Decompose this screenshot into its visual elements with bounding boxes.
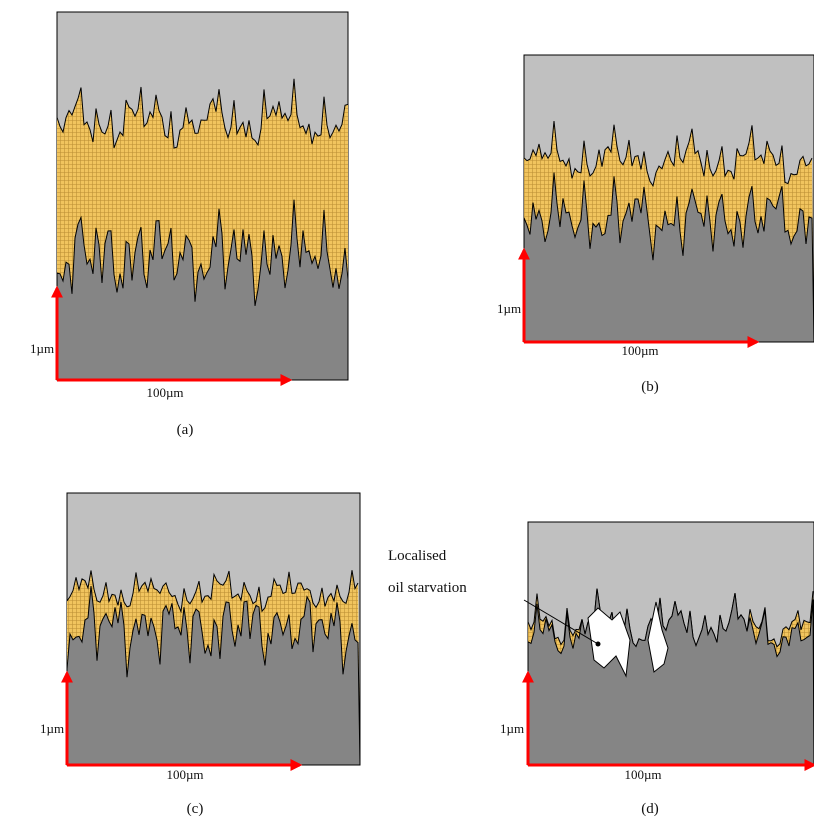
starved-region bbox=[647, 601, 669, 673]
upper-profile bbox=[56, 78, 349, 149]
y-axis-label: 1µm bbox=[500, 721, 524, 736]
panel: 1µm 100µm (a) bbox=[30, 11, 349, 438]
panel-label: (c) bbox=[187, 801, 204, 817]
leader-dot bbox=[595, 641, 601, 647]
starved-region bbox=[587, 607, 631, 678]
x-axis-label: 100µm bbox=[624, 767, 661, 782]
y-axis-label: 1µm bbox=[40, 721, 64, 736]
annotation-line: oil starvation bbox=[388, 580, 467, 596]
leader-line bbox=[523, 599, 599, 645]
upper-profile bbox=[66, 570, 359, 614]
x-axis-label: 100µm bbox=[146, 385, 183, 400]
panel-label: (b) bbox=[641, 379, 659, 395]
panel: 1µm 100µm (b) bbox=[497, 54, 814, 395]
panel: 1µm 100µm (c) bbox=[40, 492, 361, 817]
panel-label: (a) bbox=[177, 422, 194, 438]
lower-surface bbox=[523, 172, 814, 343]
y-axis-label: 1µm bbox=[497, 301, 521, 316]
lower-surface bbox=[56, 199, 349, 381]
lower-surface bbox=[66, 586, 361, 766]
annotation-line: Localised bbox=[388, 548, 447, 564]
x-axis-label: 100µm bbox=[621, 343, 658, 358]
annotation: Localised oil starvation bbox=[388, 548, 601, 647]
panel-label: (d) bbox=[641, 801, 659, 817]
x-axis-label: 100µm bbox=[166, 767, 203, 782]
panel: 1µm 100µm (d) bbox=[500, 521, 814, 817]
upper-profile bbox=[523, 120, 813, 188]
y-axis-label: 1µm bbox=[30, 341, 54, 356]
